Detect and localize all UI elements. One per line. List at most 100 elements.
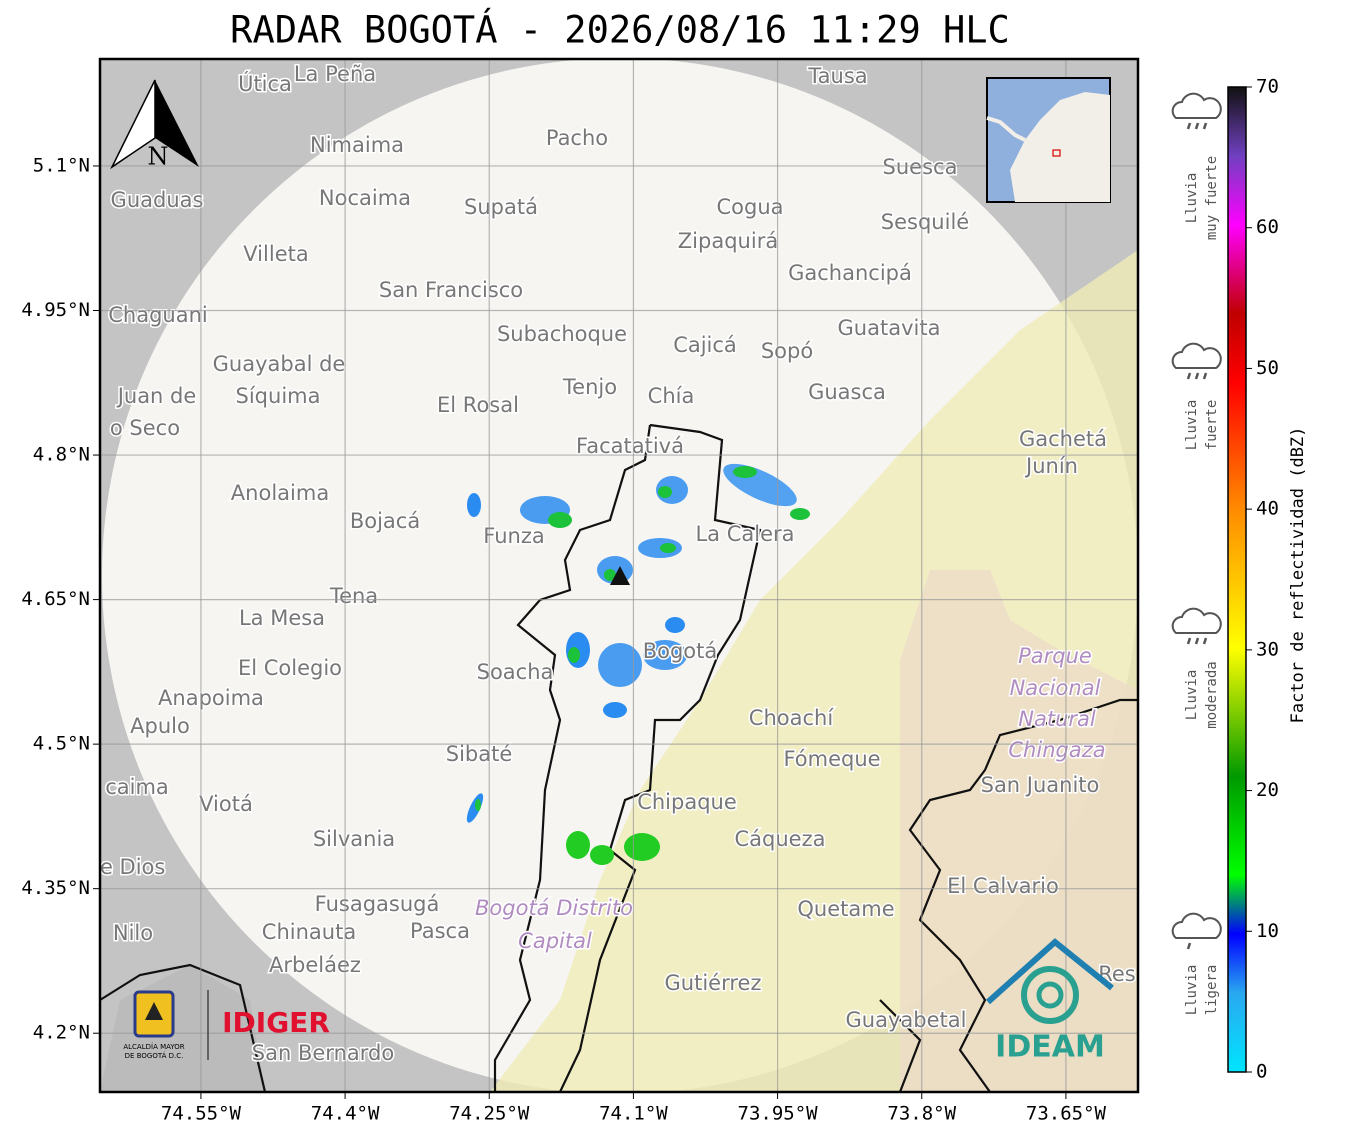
place-label: Anolaima: [231, 481, 329, 505]
y-tick-label: 4.65°N: [21, 588, 90, 610]
place-label: Apulo: [130, 714, 190, 738]
place-label: Chía: [648, 384, 695, 408]
colorbar-label: Factor de reflectividad (dBZ): [1288, 427, 1308, 724]
place-label: Funza: [483, 524, 544, 548]
place-label: Tausa: [807, 64, 867, 88]
rain-drop: [1194, 122, 1200, 130]
place-label: Soacha: [477, 660, 554, 684]
rain-category: muy fuerte: [1204, 156, 1220, 240]
rain-category: Lluvia: [1184, 965, 1200, 1016]
rain-category: ligera: [1204, 965, 1220, 1016]
place-label: de Dios: [87, 855, 166, 879]
place-label: Fómeque: [783, 747, 880, 771]
place-label: Subachoque: [497, 322, 627, 346]
inset-map: [986, 77, 1111, 203]
colorbar-tick-label: 70: [1256, 76, 1279, 98]
rain-drop: [1186, 122, 1192, 130]
x-tick-label: 74.1°W: [599, 1103, 668, 1125]
place-label: Nacional: [1010, 676, 1101, 700]
x-tick-label: 74.55°W: [161, 1103, 242, 1125]
y-tick-label: 5.1°N: [33, 154, 90, 176]
x-tick-label: 74.25°W: [449, 1103, 530, 1125]
x-tick-label: 73.65°W: [1026, 1103, 1107, 1125]
place-label: Chinauta: [262, 920, 356, 944]
place-label: Sesquilé: [881, 210, 969, 234]
place-label: Útica: [238, 71, 292, 96]
rain-drop: [1186, 372, 1192, 380]
north-arrow: N: [110, 79, 199, 171]
place-label: Guatavita: [838, 316, 941, 340]
place-label: Cogua: [716, 195, 783, 219]
y-tick-label: 4.8°N: [33, 444, 90, 466]
rain-icon: [1171, 92, 1222, 119]
place-label: o Seco: [110, 416, 180, 440]
place-label: Anapoima: [158, 686, 264, 710]
radar-site: [610, 566, 630, 585]
colorbar-tick-label: 50: [1256, 357, 1279, 379]
place-label: Parque: [1018, 644, 1092, 668]
place-label: Arbeláez: [269, 953, 361, 977]
place-label: Villeta: [243, 242, 308, 266]
logo-idiger: IDIGER: [222, 1006, 330, 1039]
colorbar-tick-label: 40: [1256, 498, 1279, 520]
colorbar-tick-label: 10: [1256, 920, 1279, 942]
place-label: El Rosal: [437, 393, 519, 417]
district-boundary: [493, 423, 762, 1092]
rain-drop: [1194, 637, 1200, 645]
place-label: San Francisco: [379, 278, 523, 302]
place-label: Supatá: [464, 195, 538, 219]
colorbar-tick-label: 60: [1256, 216, 1279, 238]
place-label: Bogotá Distrito: [475, 896, 633, 920]
map-frame: [98, 57, 1140, 1094]
place-label: Viotá: [199, 792, 253, 816]
map: Útica La Peña Tausa Pacho Nimaima Suesca Guadu…: [87, 59, 1138, 1092]
rain-category: Lluvia: [1184, 670, 1200, 721]
place-label: El Calvario: [947, 874, 1059, 898]
place-label: Gachetá: [1019, 427, 1107, 451]
logo-ideam-text: IDEAM: [995, 1030, 1105, 1065]
colorbar-tick-label: 30: [1256, 638, 1279, 660]
title: RADAR BOGOTÁ - 2026/08/16 11:29 HLC: [230, 8, 1010, 52]
rain-drop: [1194, 372, 1200, 380]
place-label: Chipaque: [637, 790, 737, 814]
y-tick-label: 4.5°N: [33, 733, 90, 755]
place-label: El Colegio: [238, 656, 342, 680]
place-label: Nilo: [113, 921, 153, 945]
logo-alcaldia: ALCALDÍA MAYOR DE BOGOTÁ D.C. IDIGER: [123, 990, 330, 1060]
rain-drop: [1202, 372, 1208, 380]
place-label: Zipaquirá: [678, 229, 778, 253]
y-tick-label: 4.95°N: [21, 299, 90, 321]
place-label: Gachancipá: [788, 261, 912, 285]
place-label: San Bernardo: [252, 1041, 394, 1065]
place-label: Guasca: [808, 380, 886, 404]
place-label: San Juanito: [981, 773, 1100, 797]
logo-text: DE BOGOTÁ D.C.: [125, 1051, 184, 1060]
place-label: Cajicá: [673, 333, 737, 357]
place-label: Pasca: [410, 919, 470, 943]
north-label: N: [148, 143, 169, 171]
colorbar-tick-label: 0: [1256, 1061, 1267, 1083]
place-label: Tenjo: [562, 375, 617, 399]
place-label: Guayabetal: [846, 1008, 967, 1032]
place-label: Sibaté: [446, 742, 513, 766]
x-tick-label: 73.95°W: [738, 1103, 819, 1125]
place-label: Fusagasugá: [315, 892, 440, 916]
place-label: Cáqueza: [735, 827, 826, 851]
place-label: Chaguani: [108, 303, 208, 327]
place-label: Pacho: [546, 126, 608, 150]
y-tick-label: 4.2°N: [33, 1022, 90, 1044]
place-label: Suesca: [883, 155, 958, 179]
department-boundary: [879, 698, 1138, 1092]
department-boundary: [100, 963, 267, 1092]
place-label: Choachí: [749, 706, 835, 730]
rain-drop: [1202, 637, 1208, 645]
colorbar-tick-label: 20: [1256, 779, 1279, 801]
place-label: Nocaima: [319, 186, 411, 210]
place-label: La Mesa: [239, 606, 325, 630]
place-label: Síquima: [236, 384, 321, 408]
place-label: Facatativá: [576, 434, 684, 458]
logo-text: ALCALDÍA MAYOR: [123, 1042, 184, 1051]
place-label: Sopó: [761, 339, 813, 363]
rain-category: moderada: [1204, 661, 1220, 728]
